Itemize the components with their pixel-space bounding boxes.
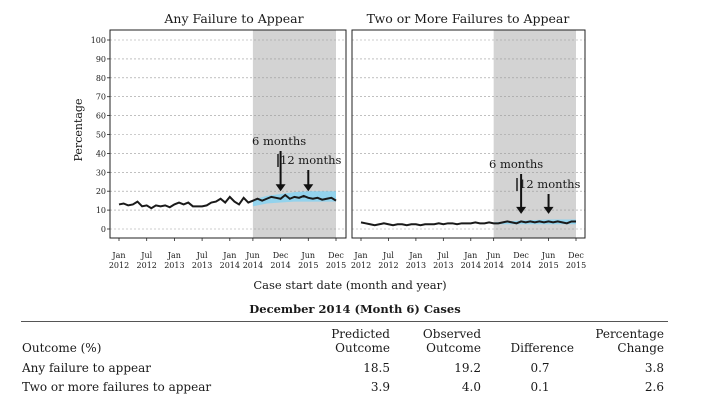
- annotation-arrow-head: [275, 184, 286, 192]
- row-two-predicted: 3.9: [370, 380, 390, 394]
- x-tick-label-year: 2012: [351, 261, 371, 270]
- annotation-label: 12 months: [519, 177, 581, 191]
- y-tick-label: 50: [96, 131, 106, 140]
- x-tick-label-month: Jan: [111, 251, 125, 260]
- x-tick-label-year: 2015: [326, 261, 346, 270]
- y-axis-label: Percentage: [72, 99, 85, 162]
- x-tick-label-year: 2013: [433, 261, 453, 270]
- annotation-label: 6 months: [489, 157, 543, 171]
- x-tick-label-month: Jan: [167, 251, 181, 260]
- y-tick-label: 100: [91, 36, 106, 45]
- x-tick-label-year: 2013: [164, 261, 184, 270]
- y-tick-label: 20: [96, 187, 106, 196]
- panel-border: [109, 29, 347, 239]
- x-tick-label-month: Jan: [463, 251, 477, 260]
- chart-panel-two-or-more: Jan2012Jul2012Jan2013Jul2013Jan2014Jun20…: [351, 29, 586, 270]
- x-tick-label-year: 2015: [538, 261, 558, 270]
- row-any-pct-change: 3.8: [644, 361, 664, 375]
- x-tick-label-year: 2015: [298, 261, 318, 270]
- annotation-label: 6 months: [252, 134, 306, 148]
- row-any-predicted: 18.5: [363, 361, 390, 375]
- x-tick-label-year: 2014: [511, 261, 531, 270]
- header-predicted-line2: Outcome: [335, 341, 390, 355]
- x-tick-label-year: 2012: [109, 261, 129, 270]
- annotation-arrow-head: [516, 206, 527, 214]
- header-observed-line2: Outcome: [426, 341, 481, 355]
- x-tick-label-month: Jul: [382, 251, 394, 260]
- x-tick-label-year: 2012: [137, 261, 157, 270]
- annotation-label: 12 months: [280, 153, 342, 167]
- y-tick-label: 10: [96, 206, 106, 215]
- x-tick-label-month: Jul: [140, 251, 152, 260]
- y-tick-label: 60: [96, 112, 106, 121]
- x-tick-label-month: Jan: [408, 251, 422, 260]
- header-observed-line1: Observed: [422, 327, 481, 341]
- x-axis-label: Case start date (month and year): [253, 278, 446, 292]
- chart-figure: Any Failure to Appear Two or More Failur…: [72, 11, 586, 292]
- header-difference: Difference: [510, 341, 574, 355]
- x-tick-label-year: 2014: [220, 261, 240, 270]
- y-tick-label: 40: [96, 149, 106, 158]
- x-tick-label-year: 2013: [406, 261, 426, 270]
- chart-panel-any-failure: 0102030405060708090100Jan2012Jul2012Jan2…: [91, 29, 347, 270]
- y-tick-label: 90: [96, 55, 106, 64]
- annotation-arrow-head: [543, 206, 554, 214]
- x-tick-label-year: 2014: [483, 261, 503, 270]
- annotation-arrow-head: [303, 184, 314, 192]
- series-line: [118, 193, 337, 210]
- x-tick-label-month: Jun: [541, 251, 556, 260]
- x-tick-label-year: 2014: [461, 261, 481, 270]
- row-two-outcome: Two or more failures to appear: [22, 380, 212, 394]
- x-tick-label-month: Jul: [437, 251, 449, 260]
- x-tick-label-month: Jan: [222, 251, 236, 260]
- x-tick-label-month: Dec: [328, 251, 344, 260]
- header-outcome: Outcome (%): [22, 341, 102, 355]
- row-any-difference: 0.7: [530, 361, 550, 375]
- table-title: December 2014 (Month 6) Cases: [249, 302, 461, 316]
- y-tick-label: 30: [96, 168, 106, 177]
- panel-title-left: Any Failure to Appear: [163, 11, 303, 26]
- x-tick-label-month: Jun: [245, 251, 260, 260]
- x-tick-label-month: Jun: [486, 251, 501, 260]
- series-line: [360, 220, 576, 227]
- header-predicted-line1: Predicted: [331, 327, 390, 341]
- x-tick-label-year: 2012: [378, 261, 398, 270]
- row-two-observed: 4.0: [461, 380, 481, 394]
- x-tick-label-year: 2013: [192, 261, 212, 270]
- y-tick-label: 70: [96, 93, 106, 102]
- row-two-difference: 0.1: [530, 380, 550, 394]
- x-tick-label-month: Jan: [353, 251, 367, 260]
- table-rule: [21, 321, 668, 322]
- y-tick-label: 0: [101, 225, 106, 234]
- row-any-outcome: Any failure to appear: [22, 361, 152, 375]
- header-percentage-line1: Percentage: [595, 327, 664, 341]
- y-tick-label: 80: [96, 74, 106, 83]
- x-tick-label-month: Dec: [513, 251, 529, 260]
- x-tick-label-month: Dec: [568, 251, 584, 260]
- x-tick-label-year: 2015: [566, 261, 586, 270]
- shaded-period: [493, 30, 576, 238]
- header-percentage-line2: Change: [617, 341, 664, 355]
- x-tick-label-month: Jul: [196, 251, 208, 260]
- prediction-band: [252, 191, 336, 207]
- row-two-pct-change: 2.6: [644, 380, 664, 394]
- x-tick-label-year: 2014: [243, 261, 263, 270]
- panel-border: [351, 29, 586, 239]
- x-tick-label-month: Jun: [301, 251, 316, 260]
- x-tick-label-year: 2014: [270, 261, 290, 270]
- panel-title-right: Two or More Failures to Appear: [367, 11, 570, 26]
- row-any-observed: 19.2: [454, 361, 481, 375]
- x-tick-label-month: Dec: [273, 251, 289, 260]
